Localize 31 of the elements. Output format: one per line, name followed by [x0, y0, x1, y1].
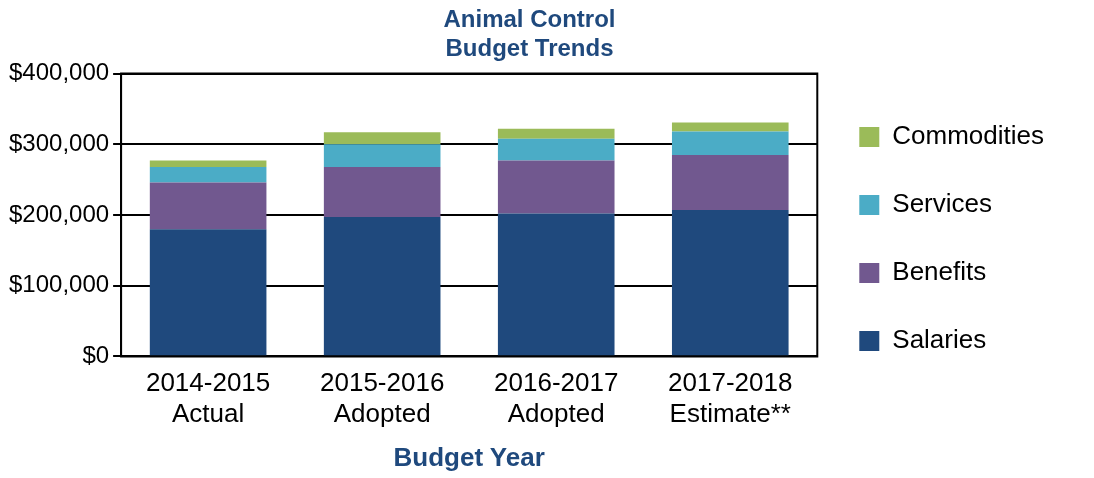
legend-label: Services: [892, 188, 992, 219]
bar: [149, 166, 267, 183]
bar: [149, 229, 267, 356]
bar: [323, 132, 441, 145]
bar: [497, 160, 615, 214]
legend-label: Benefits: [892, 256, 987, 287]
x-tick-label: 2016-2017 Adopted: [494, 367, 619, 429]
bar: [149, 160, 267, 167]
x-tick-label: 2015-2016 Adopted: [320, 367, 445, 429]
bar: [497, 213, 615, 356]
bar: [149, 182, 267, 230]
bar: [671, 122, 789, 132]
legend-label: Commodities: [892, 120, 1045, 151]
y-tick-label: $0: [82, 341, 110, 369]
chart-title: Animal Control Budget Trends: [443, 5, 616, 61]
bar: [323, 166, 441, 218]
legend-label: Salaries: [892, 324, 987, 355]
bar: [671, 210, 789, 356]
bar: [671, 154, 789, 211]
bar: [497, 138, 615, 161]
x-axis-title: Budget Year: [393, 441, 545, 472]
bar: [671, 131, 789, 155]
y-tick-label: $400,000: [8, 58, 110, 86]
x-tick-label: 2017-2018 Estimate**: [668, 367, 793, 429]
x-tick-label: 2014-2015 Actual: [145, 367, 271, 429]
bar: [323, 144, 441, 167]
y-tick-label: $200,000: [8, 199, 110, 227]
y-tick-label: $300,000: [8, 128, 110, 156]
y-tick-label: $100,000: [8, 270, 110, 298]
bar: [323, 217, 441, 356]
bar: [497, 128, 615, 139]
